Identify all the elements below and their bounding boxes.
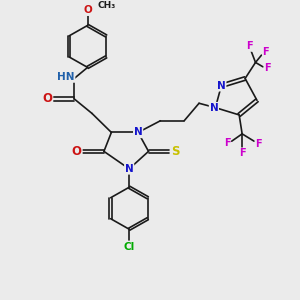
Text: F: F — [255, 139, 262, 149]
Text: N: N — [209, 103, 218, 112]
Text: N: N — [217, 81, 226, 91]
Text: F: F — [224, 138, 231, 148]
Text: O: O — [43, 92, 52, 105]
Text: N: N — [134, 128, 142, 137]
Text: Cl: Cl — [124, 242, 135, 252]
Text: F: F — [239, 148, 245, 158]
Text: F: F — [264, 63, 271, 73]
Text: F: F — [246, 41, 253, 51]
Text: HN: HN — [57, 72, 75, 82]
Text: F: F — [262, 47, 269, 57]
Text: O: O — [83, 5, 92, 15]
Text: CH₃: CH₃ — [97, 1, 115, 10]
Text: S: S — [172, 145, 180, 158]
Text: N: N — [125, 164, 134, 174]
Text: O: O — [72, 145, 82, 158]
